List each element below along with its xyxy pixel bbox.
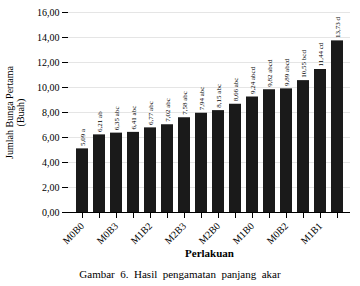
svg-text:6,35 abc: 6,35 abc	[113, 106, 121, 130]
svg-text:7,94 abc: 7,94 abc	[198, 87, 206, 111]
svg-text:6,21 ab: 6,21 ab	[96, 111, 104, 132]
svg-text:M1B0: M1B0	[230, 220, 256, 246]
svg-text:9,89 abcd: 9,89 abcd	[283, 58, 291, 86]
svg-text:M1B2: M1B2	[128, 220, 154, 246]
svg-text:12,00: 12,00	[37, 57, 60, 68]
svg-text:Perlakuan: Perlakuan	[185, 247, 234, 259]
svg-text:9,24 abcd: 9,24 abcd	[249, 66, 257, 94]
svg-text:6,77 abc: 6,77 abc	[147, 101, 155, 125]
svg-text:8,15 abc: 8,15 abc	[215, 84, 223, 108]
svg-text:6,41 abc: 6,41 abc	[130, 106, 138, 130]
svg-text:M2B0: M2B0	[196, 220, 222, 246]
svg-text:M0B0: M0B0	[60, 220, 86, 246]
svg-text:7,02 abc: 7,02 abc	[164, 98, 172, 122]
svg-text:13,73 d: 13,73 d	[334, 16, 342, 38]
svg-text:10,00: 10,00	[37, 82, 60, 93]
svg-text:9,82 abcd: 9,82 abcd	[266, 59, 274, 87]
svg-text:Jumlah Bunga Pertama(Buah): Jumlah Bunga Pertama(Buah)	[4, 66, 27, 159]
svg-text:M1B1: M1B1	[298, 220, 324, 246]
svg-text:16,00: 16,00	[37, 7, 60, 18]
svg-text:2,00: 2,00	[42, 182, 60, 193]
html-text:Gambar 6. Hasil pengamatan pan: Gambar 6. Hasil pengamatan panjang akar	[79, 268, 281, 280]
svg-text:10,55 bcd: 10,55 bcd	[300, 50, 308, 78]
svg-text:8,66 abc: 8,66 abc	[232, 78, 240, 102]
svg-text:0,00: 0,00	[42, 207, 60, 218]
svg-text:5,09 a: 5,09 a	[79, 128, 87, 146]
svg-text:M0B2: M0B2	[264, 220, 290, 246]
svg-text:8,00: 8,00	[42, 107, 60, 118]
svg-text:7,58 abc: 7,58 abc	[181, 91, 189, 115]
svg-text:M0B3: M0B3	[94, 220, 120, 246]
svg-text:M2B3: M2B3	[162, 220, 188, 246]
svg-text:6,00: 6,00	[42, 132, 60, 143]
svg-text:11,44 cd: 11,44 cd	[317, 42, 325, 66]
svg-text:4,00: 4,00	[42, 157, 60, 168]
svg-text:14,00: 14,00	[37, 32, 60, 43]
